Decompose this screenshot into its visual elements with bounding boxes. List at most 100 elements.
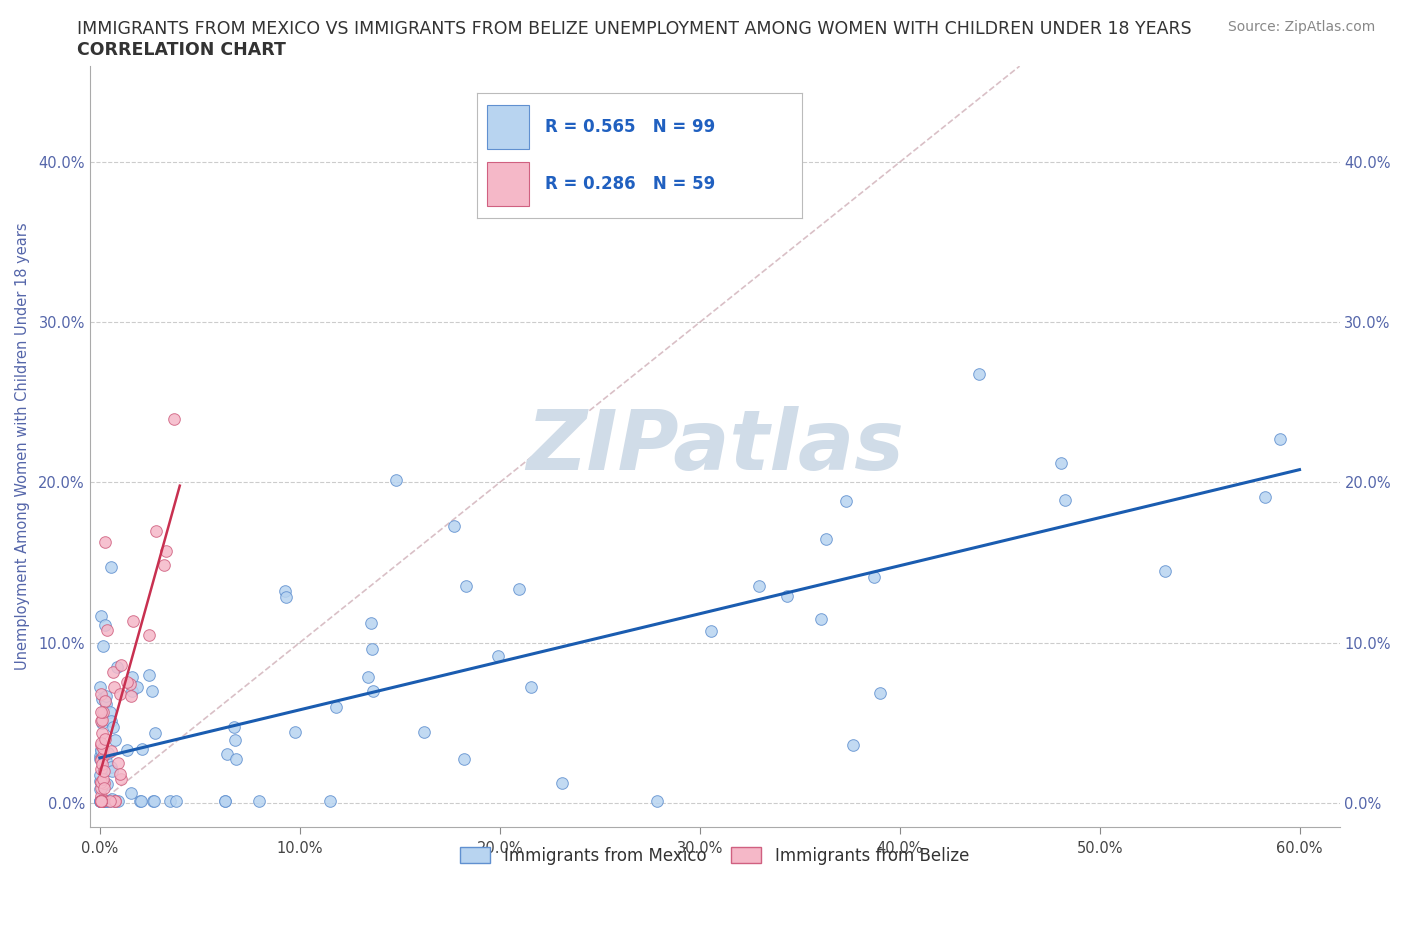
Point xyxy=(325,699,347,714)
Point xyxy=(121,613,143,628)
Point xyxy=(110,772,132,787)
Point xyxy=(222,719,245,734)
Point xyxy=(90,793,112,808)
Point xyxy=(93,793,115,808)
Point xyxy=(103,679,125,694)
Point xyxy=(98,793,121,808)
Point xyxy=(165,793,187,808)
Point xyxy=(454,578,477,593)
Point xyxy=(96,793,118,808)
Point xyxy=(89,793,111,808)
Point xyxy=(90,793,112,808)
Point xyxy=(94,697,117,711)
Point xyxy=(100,713,122,728)
Point xyxy=(89,774,111,789)
Point xyxy=(508,581,530,596)
Point xyxy=(385,472,408,487)
Point xyxy=(90,705,112,720)
Point xyxy=(90,793,112,808)
Point xyxy=(101,791,124,806)
Point xyxy=(107,756,129,771)
Point xyxy=(94,793,117,808)
Point xyxy=(748,578,770,593)
Point xyxy=(153,558,176,573)
Point xyxy=(224,733,246,748)
Point xyxy=(101,720,124,735)
Point xyxy=(96,754,118,769)
Point xyxy=(115,743,138,758)
Point xyxy=(141,684,163,698)
Y-axis label: Unemployment Among Women with Children Under 18 years: Unemployment Among Women with Children U… xyxy=(15,222,30,671)
Point xyxy=(89,781,111,796)
Point xyxy=(93,780,115,795)
Point xyxy=(115,674,138,689)
Point xyxy=(93,776,115,790)
Point xyxy=(90,793,112,808)
Point xyxy=(108,686,131,701)
Point xyxy=(131,741,153,756)
Point xyxy=(90,774,112,789)
Point xyxy=(356,670,378,684)
Point xyxy=(100,559,122,574)
Point xyxy=(90,686,112,701)
Point xyxy=(143,725,166,740)
Point xyxy=(118,677,141,692)
Point xyxy=(361,684,384,698)
Point xyxy=(90,789,112,804)
Point xyxy=(319,793,342,808)
Point xyxy=(841,737,863,752)
Point xyxy=(94,693,117,708)
Text: Source: ZipAtlas.com: Source: ZipAtlas.com xyxy=(1227,20,1375,34)
Point xyxy=(93,764,115,778)
Point xyxy=(274,590,297,604)
Point xyxy=(90,793,112,808)
Point xyxy=(100,743,122,758)
Point xyxy=(814,531,837,546)
Point xyxy=(96,689,118,704)
Point xyxy=(94,693,117,708)
Point xyxy=(107,793,129,808)
Point xyxy=(89,680,111,695)
Point xyxy=(90,751,112,766)
Text: ZIPatlas: ZIPatlas xyxy=(526,405,904,487)
Point xyxy=(453,751,475,766)
Point xyxy=(91,705,114,720)
Point xyxy=(103,793,125,808)
Point xyxy=(91,638,114,653)
Point xyxy=(551,776,574,790)
Point xyxy=(100,760,122,775)
Point xyxy=(90,608,112,623)
Point xyxy=(101,764,124,778)
Point xyxy=(89,749,111,764)
Point xyxy=(98,793,121,808)
Point xyxy=(967,366,990,381)
Point xyxy=(101,665,124,680)
Legend: Immigrants from Mexico, Immigrants from Belize: Immigrants from Mexico, Immigrants from … xyxy=(454,841,976,871)
Point xyxy=(94,535,117,550)
Point xyxy=(121,684,143,698)
Point xyxy=(125,680,148,695)
Point xyxy=(89,793,111,808)
Point xyxy=(163,411,186,426)
Point xyxy=(145,524,167,538)
Point xyxy=(104,733,127,748)
Point xyxy=(90,737,112,752)
Point xyxy=(645,793,668,808)
Point xyxy=(91,793,114,808)
Point xyxy=(486,648,509,663)
Point xyxy=(91,793,114,808)
Point xyxy=(89,793,111,808)
Point xyxy=(90,691,112,706)
Point xyxy=(155,543,177,558)
Point xyxy=(90,716,112,731)
Point xyxy=(214,793,236,808)
Point xyxy=(96,777,118,791)
Point xyxy=(90,793,112,808)
Point xyxy=(810,611,832,626)
Point xyxy=(159,793,181,808)
Point xyxy=(143,793,166,808)
Point xyxy=(90,780,112,795)
Point xyxy=(90,775,112,790)
Point xyxy=(120,785,142,800)
Text: CORRELATION CHART: CORRELATION CHART xyxy=(77,41,287,59)
